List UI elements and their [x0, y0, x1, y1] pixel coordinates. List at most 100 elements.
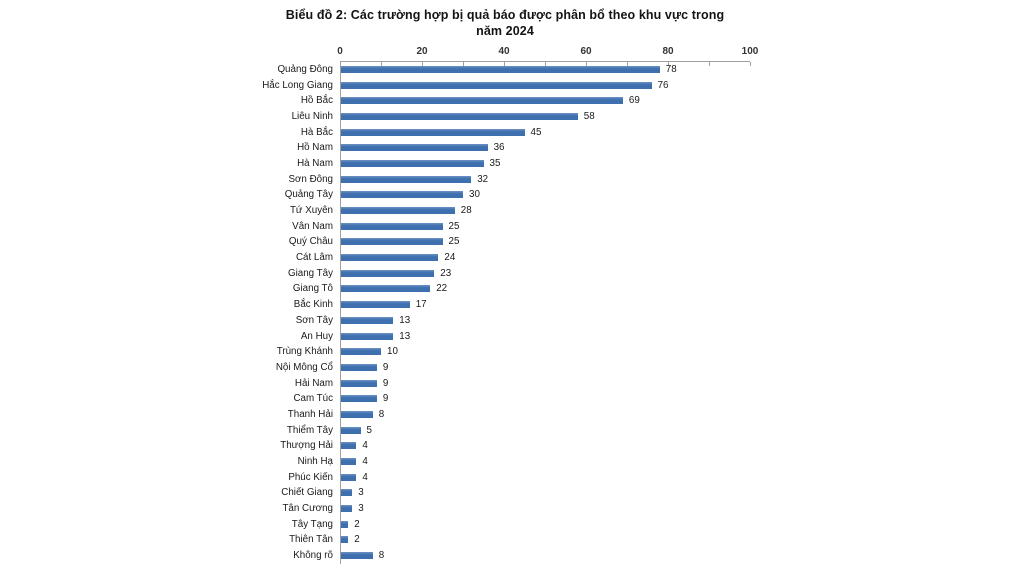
- category-label: Hải Nam: [294, 377, 333, 389]
- chart-row: Thanh Hải 8: [260, 407, 750, 423]
- category-label: Giang Tô: [292, 283, 333, 295]
- bar-track: 9: [340, 391, 750, 407]
- bar-track: 36: [340, 140, 750, 156]
- bar: [340, 269, 435, 277]
- bar: [340, 316, 394, 324]
- bar: [340, 207, 455, 215]
- x-axis-tick: [709, 61, 710, 66]
- chart-row: Quý Châu 25: [260, 234, 750, 250]
- bar-track: 58: [340, 109, 750, 125]
- bar: [340, 81, 652, 89]
- bar: [340, 410, 373, 418]
- chart-title-line-2: năm 2024: [476, 24, 534, 39]
- chart-row: Chiết Giang 3: [260, 485, 750, 501]
- chart-row: Giang Tây 23: [260, 265, 750, 281]
- bar-track: 9: [340, 360, 750, 376]
- bar: [340, 458, 357, 466]
- bar: [340, 285, 431, 293]
- bar: [340, 552, 373, 560]
- bar-track: 8: [340, 548, 750, 564]
- chart-row: Trùng Khánh 10: [260, 344, 750, 360]
- x-axis-tick: [422, 61, 423, 66]
- chart-row: Quảng Tây 30: [260, 187, 750, 203]
- chart-row: Hồ Nam 36: [260, 140, 750, 156]
- y-axis-line: [340, 61, 341, 564]
- bar: [340, 332, 394, 340]
- category-label: Tân Cương: [282, 503, 333, 515]
- bar: [340, 65, 660, 73]
- value-label: 4: [362, 471, 368, 483]
- bar-track: 2: [340, 516, 750, 532]
- category-label: Thiên Tân: [289, 534, 333, 546]
- value-label: 69: [628, 95, 640, 107]
- value-label: 8: [378, 408, 385, 420]
- chart-row: Nội Mông Cổ 9: [260, 360, 750, 376]
- category-label: Cam Túc: [293, 393, 333, 405]
- value-label: 10: [387, 346, 398, 358]
- chart-row: Giang Tô 22: [260, 281, 750, 297]
- bar-track: 25: [340, 234, 750, 250]
- chart-row: Hà Nam 35: [260, 156, 750, 172]
- value-label: 25: [448, 236, 460, 248]
- value-label: 9: [382, 377, 389, 389]
- bar: [340, 238, 443, 246]
- bar: [340, 191, 463, 199]
- category-label: Tây Tạng: [291, 518, 333, 530]
- chart-row: Tân Cương 3: [260, 501, 750, 517]
- chart-title: Biểu đồ 2: Các trường hợp bị quả báo đượ…: [260, 7, 750, 40]
- bar: [340, 144, 488, 152]
- category-label: Cát Lâm: [295, 252, 333, 264]
- x-axis-tick: [668, 61, 669, 66]
- value-label: 17: [415, 299, 427, 311]
- category-label: Nội Mông Cổ: [275, 361, 333, 373]
- chart-row: An Huy 13: [260, 328, 750, 344]
- chart-row: Sơn Đông 32: [260, 171, 750, 187]
- bar-track: 76: [340, 77, 750, 93]
- chart-row: Không rõ 8: [260, 548, 750, 564]
- category-label: Sơn Đông: [288, 173, 333, 185]
- bar-track: 4: [340, 438, 750, 454]
- bar-track: 9: [340, 375, 750, 391]
- value-label: 36: [493, 142, 505, 154]
- bar-track: 25: [340, 218, 750, 234]
- value-label: 25: [448, 220, 460, 232]
- category-label: Hà Nam: [297, 157, 333, 169]
- x-axis-tick-label: 0: [337, 45, 343, 57]
- chart-row: Hải Nam 9: [260, 375, 750, 391]
- chart-row: Ninh Hạ 4: [260, 454, 750, 470]
- bar: [340, 222, 443, 230]
- chart-row: Hà Bắc 45: [260, 124, 750, 140]
- bar-track: 17: [340, 297, 750, 313]
- bar: [340, 159, 484, 167]
- category-label: Tứ Xuyên: [289, 205, 333, 217]
- value-label: 24: [444, 252, 456, 264]
- value-label: 9: [382, 393, 389, 405]
- category-label: Sơn Tây: [295, 314, 333, 326]
- bar-track: 2: [340, 532, 750, 548]
- x-axis-scale: 0 20 40 60 80 100: [337, 45, 758, 61]
- bar-track: 32: [340, 171, 750, 187]
- category-label: Trùng Khánh: [276, 346, 333, 358]
- chart-row: Thiểm Tây 5: [260, 422, 750, 438]
- value-label: 3: [358, 503, 364, 515]
- chart-row: Bắc Kinh 17: [260, 297, 750, 313]
- plot-area: 0 20 40 60 80 100 Quảng Đông 78 Hắc Long Giang 7…: [260, 45, 758, 564]
- chart-row: Hắc Long Giang 76: [260, 77, 750, 93]
- chart-row: Quảng Đông 78: [260, 62, 750, 78]
- category-label: Thanh Hải: [287, 408, 333, 420]
- category-label: Hắc Long Giang: [262, 79, 333, 91]
- category-label: Hồ Nam: [297, 142, 333, 154]
- chart-row: Sơn Tây 13: [260, 313, 750, 329]
- bar: [340, 505, 353, 513]
- value-label: 35: [489, 157, 501, 169]
- bar-chart: Biểu đồ 2: Các trường hợp bị quả báo đượ…: [260, 7, 758, 564]
- x-axis-tick: [750, 61, 751, 66]
- category-label: Chiết Giang: [281, 487, 333, 499]
- value-label: 22: [436, 283, 448, 295]
- chart-rows: Quảng Đông 78 Hắc Long Giang 76 Hồ Bắc 69 Liêu…: [260, 61, 750, 564]
- bar: [340, 489, 353, 497]
- bar-track: 35: [340, 156, 750, 172]
- value-label: 78: [665, 63, 677, 75]
- bar-track: 22: [340, 281, 750, 297]
- bar-track: 45: [340, 124, 750, 140]
